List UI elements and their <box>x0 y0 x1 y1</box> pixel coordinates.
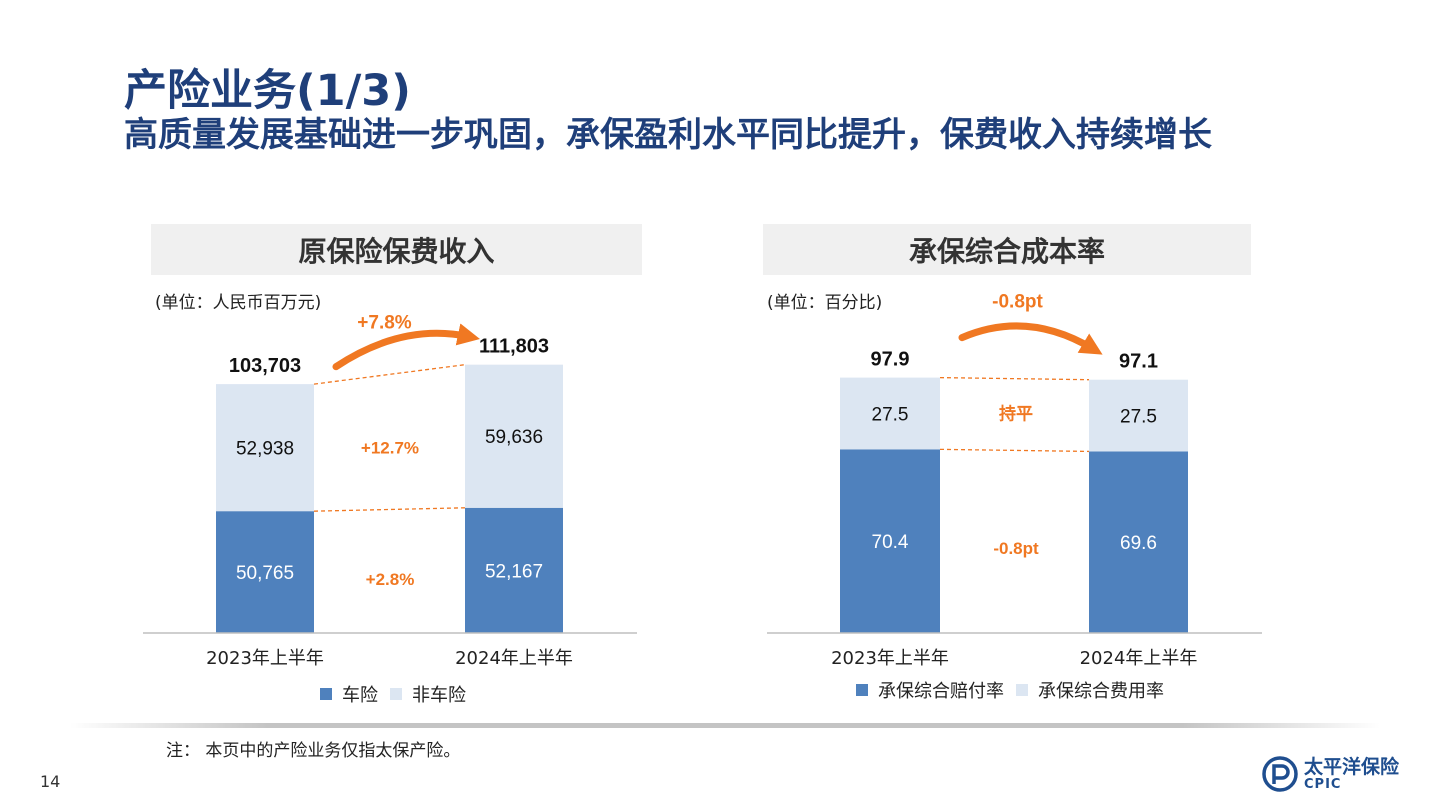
bar-1-0-top <box>840 377 940 450</box>
legend-label-0-1: 非车险 <box>412 685 466 706</box>
growth-arrow-0 <box>332 323 480 371</box>
page-title: 产险业务(1/3) <box>124 66 411 116</box>
total-change-label-1: -0.8pt <box>992 292 1043 313</box>
change-label-0-base: +2.8% <box>366 570 415 589</box>
chart-2-unit-label: (单位：百分比) <box>767 293 883 313</box>
connector-top-1 <box>939 376 1090 381</box>
growth-arrow-1 <box>958 322 1103 355</box>
category-label-1-0: 2023年上半年 <box>831 648 949 669</box>
legend-swatch-1-1 <box>1016 684 1028 696</box>
connector-split-0 <box>313 507 466 512</box>
data-label-0-1-base: 52,167 <box>485 561 543 582</box>
connector-split-1 <box>939 448 1090 453</box>
legend-label-1-0: 承保综合赔付率 <box>878 681 1004 702</box>
logo-name-cn: 太平洋保险 <box>1304 755 1400 778</box>
legend-swatch-1-0 <box>856 684 868 696</box>
legend-label-0-0: 车险 <box>342 685 378 706</box>
page-number: 14 <box>40 772 61 791</box>
data-label-0-1-top: 59,636 <box>485 427 543 448</box>
total-change-label-0: +7.8% <box>357 313 412 334</box>
data-label-0-0-top: 52,938 <box>236 439 294 460</box>
legend-swatch-0-1 <box>390 688 402 700</box>
total-label-1-0: 97.9 <box>871 349 910 371</box>
chart-2-title: 承保综合成本率 <box>763 224 1251 275</box>
connector-top-0 <box>313 364 466 385</box>
bar-1-1-top <box>1089 379 1188 452</box>
bar-0-0-base <box>216 511 314 633</box>
legend-swatch-0-0 <box>320 688 332 700</box>
chart-1-unit-label: (单位：人民币百万元) <box>155 293 322 313</box>
data-label-1-1-top: 27.5 <box>1120 407 1157 428</box>
cpic-logo-icon <box>1262 756 1298 792</box>
data-label-1-1-base: 69.6 <box>1120 533 1157 554</box>
category-label-1-1: 2024年上半年 <box>1080 648 1198 669</box>
total-label-0-1: 111,803 <box>479 336 549 358</box>
change-label-1-base: -0.8pt <box>993 539 1039 558</box>
total-label-1-1: 97.1 <box>1119 351 1158 373</box>
company-logo: 太平洋保险 CPIC <box>1262 756 1399 792</box>
category-label-0-0: 2023年上半年 <box>206 648 324 669</box>
legend-label-1-1: 承保综合费用率 <box>1038 681 1164 702</box>
page-subtitle: 高质量发展基础进一步巩固，承保盈利水平同比提升，保费收入持续增长 <box>124 115 1212 155</box>
data-label-1-0-base: 70.4 <box>872 532 909 553</box>
bar-1-0-base <box>840 449 940 633</box>
bar-0-0-top <box>216 384 314 512</box>
chart-1-title: 原保险保费收入 <box>151 224 642 275</box>
footnote: 注： 本页中的产险业务仅指太保产险。 <box>166 741 461 761</box>
change-label-1-top: 持平 <box>999 403 1033 423</box>
data-label-0-0-base: 50,765 <box>236 563 294 584</box>
category-label-0-1: 2024年上半年 <box>455 648 573 669</box>
total-label-0-0: 103,703 <box>229 355 301 377</box>
bar-0-1-top <box>465 364 563 508</box>
bar-1-1-base <box>1089 451 1188 633</box>
change-label-0-top: +12.7% <box>361 439 419 458</box>
data-label-1-0-top: 27.5 <box>872 404 909 425</box>
logo-name-en: CPIC <box>1304 776 1342 792</box>
bar-0-1-base <box>465 507 563 633</box>
footer-divider <box>70 723 1380 728</box>
